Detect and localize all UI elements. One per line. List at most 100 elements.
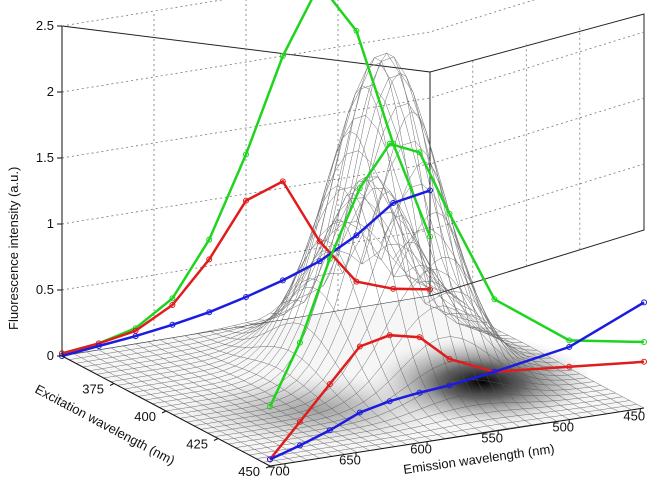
z-gridline <box>61 0 224 27</box>
excitation-tick-label: 450 <box>238 464 260 479</box>
series-point <box>316 238 323 245</box>
z-gridline <box>61 163 645 291</box>
series-curve <box>267 299 647 463</box>
series-point <box>243 197 249 204</box>
series-point <box>641 358 647 365</box>
series-point <box>416 149 423 156</box>
series-curve <box>59 0 433 357</box>
series-point <box>326 427 333 434</box>
series-point <box>169 321 176 328</box>
series-curve <box>267 332 647 463</box>
mesh-line <box>249 396 623 456</box>
series-point <box>390 285 397 292</box>
emission-axis-line <box>269 407 645 467</box>
mesh-line <box>256 400 630 459</box>
series-point <box>353 232 360 239</box>
series-point <box>446 356 453 362</box>
z-tick-label: 2.5 <box>36 18 54 33</box>
grid-lines <box>61 0 645 341</box>
emission-tick-label: 650 <box>339 453 361 468</box>
emission-tick-label: 700 <box>268 464 290 479</box>
series-line <box>61 189 431 358</box>
mesh-line <box>417 281 632 411</box>
series-point <box>491 296 498 303</box>
series-point <box>491 368 498 375</box>
series-point <box>386 332 393 339</box>
series-point <box>279 178 286 185</box>
series-point <box>132 333 139 340</box>
series-point <box>427 286 433 293</box>
z-axis-title: Fluorescence intensity (a.u.) <box>6 167 21 330</box>
series-point <box>566 344 573 350</box>
series-line <box>268 142 645 408</box>
series-line <box>61 0 432 355</box>
series-point <box>296 418 303 425</box>
z-tick-label: 1.5 <box>36 150 54 165</box>
excitation-tick-mark <box>213 438 219 441</box>
emission-axis-ticks: 450 500 550 600 650 700 <box>268 408 645 479</box>
z-tick-label: 2 <box>47 84 54 99</box>
series-point <box>326 255 333 262</box>
series-line <box>269 301 645 461</box>
z-tick-label: 0.5 <box>36 282 54 297</box>
mesh-line <box>380 215 595 416</box>
excitation-tick-label: 425 <box>186 437 208 452</box>
emission-tick-label: 450 <box>623 409 645 424</box>
series-point <box>386 140 393 147</box>
series-point <box>641 339 647 345</box>
series-point <box>326 381 333 388</box>
series-point <box>566 337 573 344</box>
series-point <box>279 53 286 59</box>
series-point <box>427 233 433 240</box>
back-walls <box>61 13 645 357</box>
series-point <box>446 210 453 217</box>
series-point <box>316 258 323 265</box>
series-point <box>446 382 453 389</box>
series-point <box>356 185 363 192</box>
series-point <box>296 442 303 449</box>
excitation-tick-label: 375 <box>82 382 104 397</box>
series-point <box>267 403 273 410</box>
mesh-line <box>392 242 607 415</box>
series-point <box>267 456 273 463</box>
series-point <box>416 389 423 396</box>
mesh-line <box>263 404 637 463</box>
emission-tick-label: 550 <box>481 431 503 446</box>
z-tick-label: 1 <box>47 216 54 231</box>
mesh-line <box>429 287 645 409</box>
mesh-line <box>242 392 616 452</box>
series-line <box>61 179 431 355</box>
series-point <box>243 294 249 300</box>
series-layer <box>59 0 647 463</box>
series-point <box>206 256 213 263</box>
z-gridline <box>61 31 645 159</box>
z-gridline <box>61 0 536 93</box>
emission-tick-label: 600 <box>410 442 432 457</box>
series-point <box>206 309 213 316</box>
series-curve <box>59 187 433 359</box>
series-point <box>427 187 433 194</box>
emission-tick-label: 500 <box>552 420 574 435</box>
mesh-line <box>368 190 582 418</box>
series-point <box>390 200 397 206</box>
excitation-tick-label: 400 <box>134 409 156 424</box>
series-point <box>356 343 363 350</box>
series-point <box>356 409 363 416</box>
z-tick-label: 0 <box>47 348 54 363</box>
series-point <box>386 398 393 405</box>
excitation-tick-mark <box>161 410 167 414</box>
series-point <box>416 334 423 341</box>
series-point <box>566 363 573 370</box>
series-point <box>169 302 176 308</box>
mesh-line <box>405 264 620 413</box>
series-point <box>353 278 360 285</box>
series-point <box>243 151 249 158</box>
series-point <box>95 343 102 349</box>
series-point <box>296 339 303 346</box>
series-point <box>353 27 360 34</box>
series-line <box>269 333 645 461</box>
series-curve <box>267 140 647 410</box>
series-point <box>169 295 176 302</box>
excitation-axis-ticks: 375 400 425 450 <box>82 382 271 479</box>
